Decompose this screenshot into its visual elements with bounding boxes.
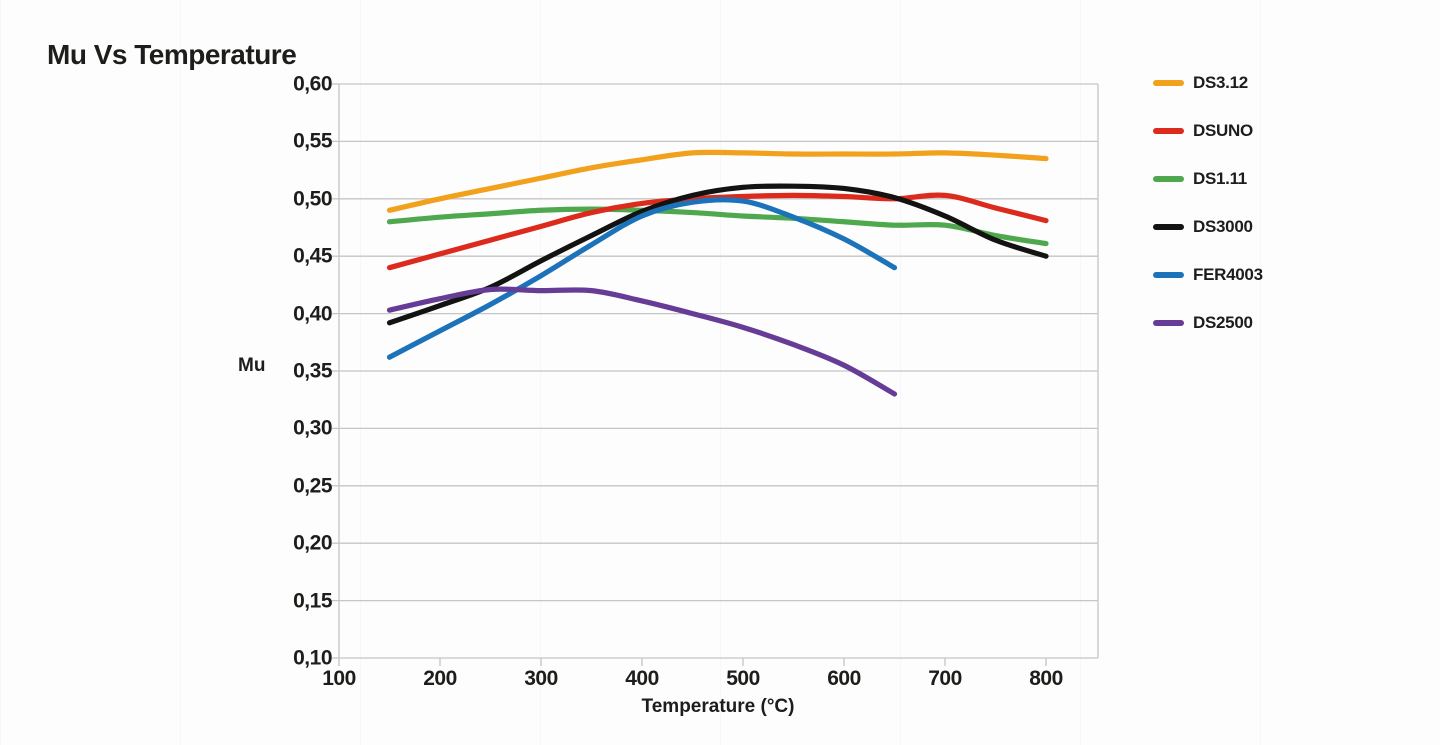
y-tick-label: 0,60 [293,72,332,96]
legend-swatch-FER4003 [1153,272,1184,278]
legend-swatch-DS1.11 [1153,176,1184,182]
legend-label: DS3000 [1193,217,1253,236]
legend-label: DSUNO [1193,121,1253,140]
y-tick-label: 0,20 [293,531,332,555]
legend-item-DSUNO: DSUNO [1153,121,1253,140]
y-tick-label: 0,35 [293,359,332,383]
x-tick-label: 500 [726,667,760,690]
x-tick-label: 800 [1029,667,1063,690]
legend-item-DS3.12: DS3.12 [1153,73,1248,92]
legend-label: DS3.12 [1193,73,1248,92]
x-tick-label: 100 [322,667,356,690]
legend-item-DS1.11: DS1.11 [1153,169,1247,188]
legend-swatch-DS3000 [1153,224,1184,230]
series-line-DS2500 [386,286,898,397]
x-tick-label: 300 [524,667,558,690]
y-tick-label: 0,10 [293,646,332,670]
y-tick-label: 0,40 [293,302,332,326]
x-tick-label: 700 [928,667,962,690]
legend-item-FER4003: FER4003 [1153,265,1263,284]
x-axis-title: Temperature (°C) [641,696,795,717]
legend-item-DS3000: DS3000 [1153,217,1253,236]
legend-swatch-DS3.12 [1153,80,1184,86]
legend-label: FER4003 [1193,265,1263,284]
x-tick-label: 600 [827,667,861,690]
legend-item-DS2500: DS2500 [1153,313,1253,332]
y-tick-label: 0,15 [293,589,332,613]
series-line-DS3.12 [386,149,1049,213]
legend-label: DS1.11 [1193,169,1247,188]
series-line-DS1.11 [386,206,1049,247]
y-tick-label: 0,25 [293,474,332,498]
chart-title: Mu Vs Temperature [47,38,297,70]
y-axis-title: Mu [238,355,266,376]
legend-swatch-DS2500 [1153,320,1184,326]
y-tick-label: 0,30 [293,416,332,440]
x-tick-label: 400 [625,667,659,690]
series-line-FER4003 [386,197,898,360]
y-tick-label: 0,45 [293,244,332,268]
x-tick-label: 200 [423,667,457,690]
y-tick-label: 0,50 [293,187,332,211]
y-tick-label: 0,55 [293,129,332,153]
series-line-DS3000 [386,183,1049,326]
legend-swatch-DSUNO [1153,128,1184,134]
legend-label: DS2500 [1193,313,1253,332]
